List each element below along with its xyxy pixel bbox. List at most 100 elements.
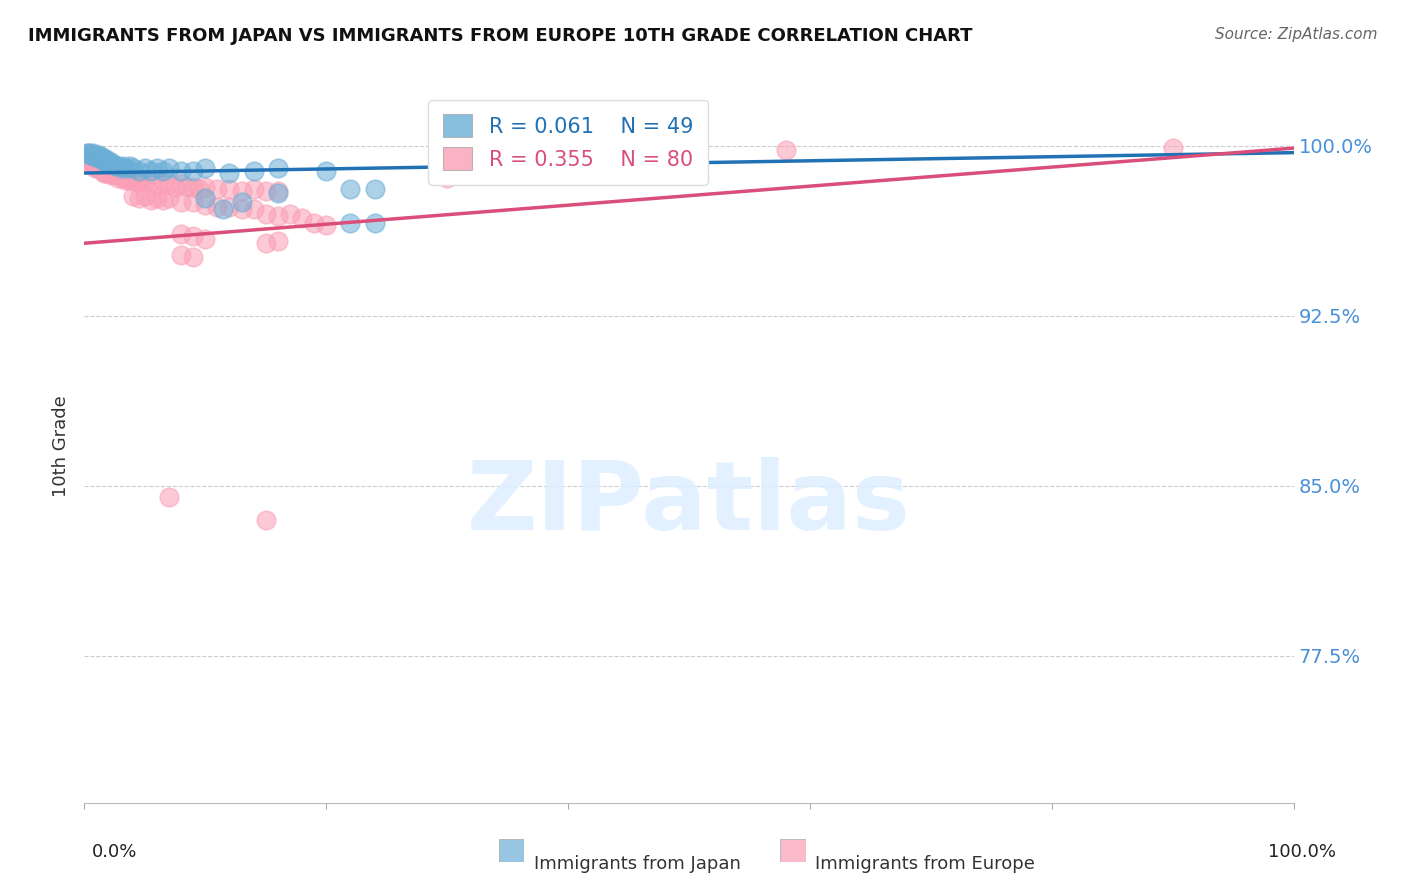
Point — [617, 166, 640, 180]
Point — [181, 195, 204, 210]
Point — [121, 173, 143, 187]
Point — [218, 166, 240, 180]
Point — [231, 202, 253, 217]
Point — [89, 161, 111, 176]
Point — [112, 170, 135, 185]
Point — [120, 159, 142, 173]
Point — [146, 178, 169, 192]
Point — [121, 188, 143, 202]
Point — [114, 173, 136, 187]
Point — [363, 216, 385, 230]
Point — [103, 166, 125, 180]
Point — [170, 247, 193, 261]
Point — [94, 166, 117, 180]
Text: Immigrants from Japan: Immigrants from Japan — [534, 855, 741, 872]
Text: ZIPatlas: ZIPatlas — [467, 457, 911, 549]
Point — [188, 182, 211, 196]
Point — [86, 150, 108, 164]
Point — [170, 163, 193, 178]
Point — [218, 200, 240, 214]
Point — [231, 184, 253, 198]
Point — [436, 170, 458, 185]
Point — [231, 195, 253, 210]
Point — [94, 153, 117, 167]
Point — [218, 182, 240, 196]
Point — [104, 169, 127, 183]
Point — [363, 182, 385, 196]
Point — [93, 153, 115, 167]
Point — [90, 161, 112, 176]
Point — [93, 166, 115, 180]
Point — [129, 175, 152, 189]
Point — [89, 150, 111, 164]
Point — [207, 200, 229, 214]
Point — [176, 179, 198, 194]
Point — [139, 175, 162, 189]
Point — [267, 186, 290, 201]
Point — [80, 148, 103, 162]
Point — [115, 161, 138, 176]
Point — [1161, 141, 1184, 155]
Point — [254, 236, 277, 251]
Point — [139, 163, 162, 178]
Point — [278, 207, 301, 221]
Point — [302, 216, 325, 230]
Point — [339, 216, 361, 230]
Point — [165, 179, 187, 194]
Point — [157, 191, 180, 205]
Point — [315, 163, 337, 178]
Point — [86, 161, 108, 176]
Point — [242, 163, 264, 178]
Point — [242, 202, 264, 217]
Point — [110, 169, 132, 183]
Point — [97, 154, 120, 169]
Legend: R = 0.061    N = 49, R = 0.355    N = 80: R = 0.061 N = 49, R = 0.355 N = 80 — [429, 100, 707, 185]
Point — [152, 175, 174, 189]
Text: IMMIGRANTS FROM JAPAN VS IMMIGRANTS FROM EUROPE 10TH GRADE CORRELATION CHART: IMMIGRANTS FROM JAPAN VS IMMIGRANTS FROM… — [28, 27, 973, 45]
Point — [104, 159, 127, 173]
Point — [267, 234, 290, 248]
Point — [134, 161, 156, 176]
Point — [207, 182, 229, 196]
Point — [152, 193, 174, 207]
Point — [267, 209, 290, 223]
Point — [181, 179, 204, 194]
Point — [84, 150, 107, 164]
Point — [267, 161, 290, 176]
Point — [100, 154, 122, 169]
Point — [79, 154, 101, 169]
Point — [97, 166, 120, 180]
Point — [87, 159, 110, 173]
Point — [77, 154, 100, 169]
Point — [107, 170, 129, 185]
Point — [86, 159, 108, 173]
Point — [212, 202, 235, 217]
Point — [84, 161, 107, 176]
Text: 100.0%: 100.0% — [1268, 843, 1336, 861]
Point — [94, 154, 117, 169]
Point — [112, 159, 135, 173]
Point — [134, 175, 156, 189]
Point — [152, 163, 174, 178]
Point — [77, 145, 100, 160]
Point — [79, 148, 101, 162]
Point — [128, 191, 150, 205]
Point — [91, 163, 114, 178]
Point — [110, 161, 132, 176]
Point — [80, 157, 103, 171]
Point — [157, 490, 180, 504]
Point — [86, 148, 108, 162]
Point — [90, 153, 112, 167]
Point — [98, 157, 121, 171]
Point — [124, 175, 146, 189]
Point — [181, 250, 204, 264]
Point — [157, 178, 180, 192]
Point — [120, 173, 142, 187]
Point — [128, 163, 150, 178]
Text: 0.0%: 0.0% — [91, 843, 136, 861]
Point — [103, 157, 125, 171]
Point — [121, 161, 143, 176]
Point — [775, 144, 797, 158]
Point — [100, 169, 122, 183]
Point — [127, 173, 149, 187]
